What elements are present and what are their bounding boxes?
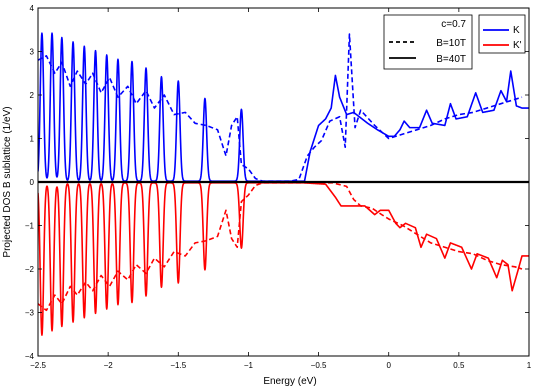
legend-field-label-1: B=10T [436,38,466,49]
y-axis: −4 −3 −2 −1 0 1 2 3 4 [25,4,529,361]
x-tick-label: −2 [104,361,114,370]
legend-field-label-2: B=40T [436,54,466,65]
y-tick-label: 0 [30,178,35,187]
series-line-K-B-10T [38,33,523,182]
legend-valley-box [478,14,526,54]
y-axis-title: Projected DOS B sublattice (1/eV) [2,106,13,257]
series-line-Kprime-B-10T [38,182,523,312]
y-tick-label: −2 [25,265,35,274]
x-tick-label: 0 [386,361,391,370]
legend-valley-label-1: K' [513,40,522,51]
x-tick-label: 1 [527,361,532,370]
x-axis-title: Energy (eV) [263,376,316,387]
y-tick-label: −1 [25,222,35,231]
legend-field-label-0: c=0.7 [441,19,466,30]
y-tick-label: 1 [30,135,35,144]
legend-valley-label-0: K [513,25,520,36]
series-line-Kprime-B-40T [38,182,529,336]
x-tick-label: −1.5 [170,361,186,370]
legend-field: c=0.7 B=10T B=40T [383,14,473,70]
y-tick-label: −3 [25,309,35,318]
y-tick-label: −4 [25,352,35,361]
y-tick-label: 4 [30,4,35,13]
x-axis: −2.5 −2 −1.5 −1 −0.5 0 0.5 1 [30,8,532,370]
x-tick-label: 0.5 [453,361,465,370]
y-tick-label: 2 [30,91,35,100]
y-tick-label: 3 [30,48,35,57]
series-layer [38,32,529,336]
x-tick-label: −2.5 [30,361,46,370]
x-tick-label: −0.5 [311,361,327,370]
legend-field-box [383,14,473,70]
x-tick-label: −1 [244,361,254,370]
legend-valley: K K' [478,14,526,54]
